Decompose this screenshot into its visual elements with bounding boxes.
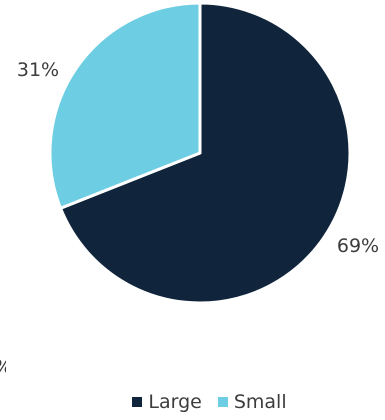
pie-slice-small [48, 1, 202, 210]
legend-item-small: Small [217, 391, 287, 413]
chart-legend: Large Small [0, 391, 385, 413]
pie-slice-large [59, 1, 352, 305]
slice-label-large: 69% [337, 235, 379, 257]
legend-label-large: Large [148, 391, 202, 413]
legend-item-large: Large [132, 391, 202, 413]
clipped-text-fragment: % [0, 356, 6, 378]
legend-label-small: Small [233, 391, 287, 413]
legend-swatch-large [132, 397, 143, 407]
pie-slices [48, 1, 352, 305]
legend-swatch-small [217, 397, 228, 407]
slice-label-small: 31% [17, 59, 59, 81]
